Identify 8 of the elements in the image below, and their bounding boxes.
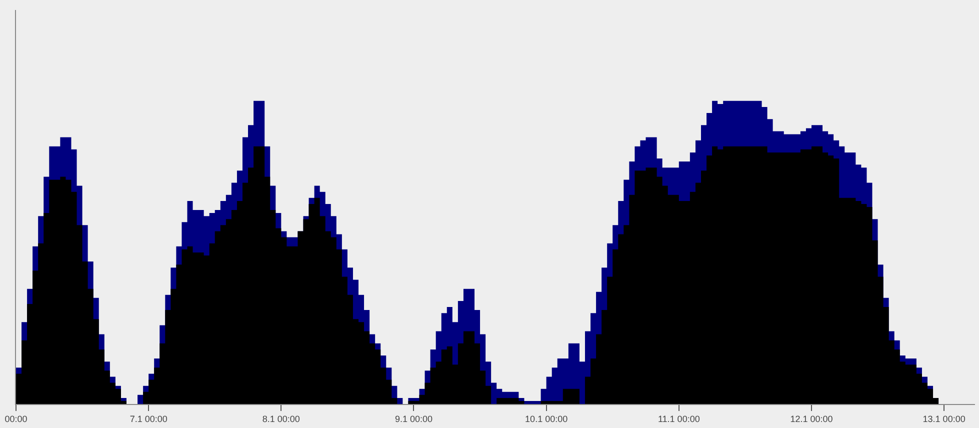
x-tick-label: 8.1 00:00 [262, 414, 300, 424]
x-tick-label: 7.1 00:00 [130, 414, 168, 424]
x-tick-label: 13.1 00:00 [922, 414, 966, 424]
x-tick-label: 9.1 00:00 [394, 414, 433, 424]
x-tick-label: 11.1 00:00 [658, 414, 700, 424]
x-tick-label: 10.1 00:00 [525, 414, 568, 424]
x-tick-label: 00:00 [4, 414, 28, 424]
x-tick-label: 12.1 00:00 [790, 414, 833, 424]
